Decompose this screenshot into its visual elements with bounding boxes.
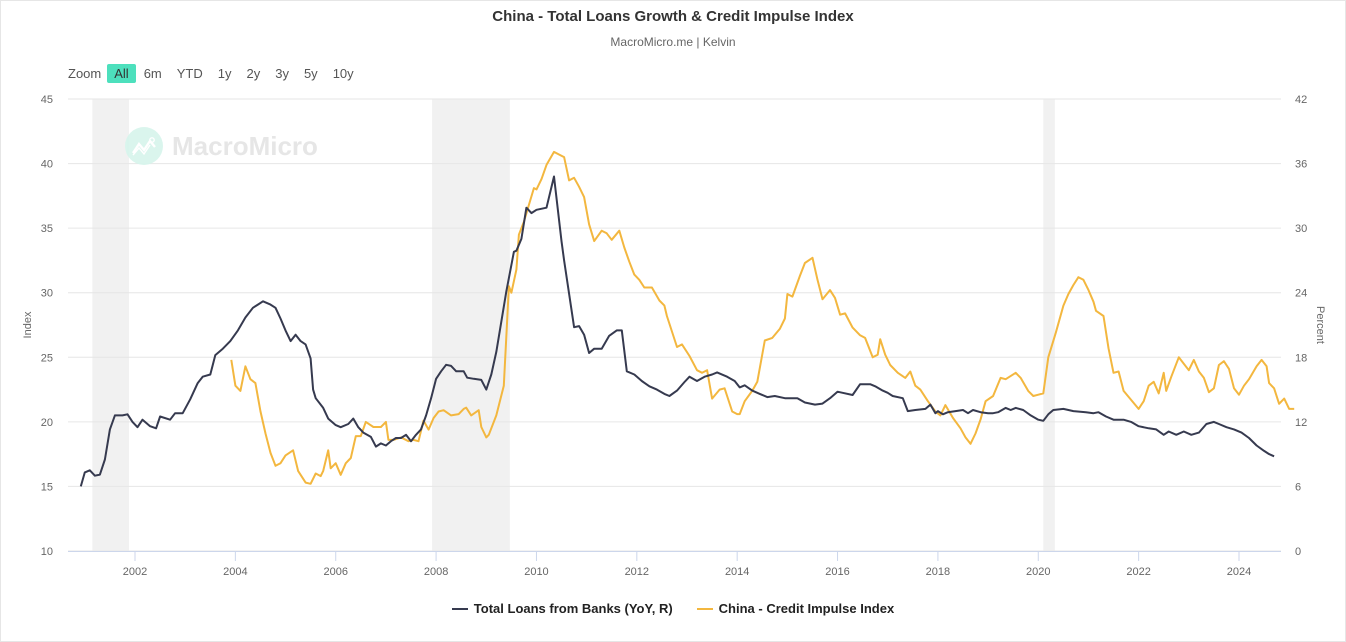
y-left-tick-label: 10 xyxy=(41,546,53,558)
x-tick-label: 2008 xyxy=(424,566,448,578)
legend-swatch-loans xyxy=(451,607,468,610)
legend-label-impulse: China - Credit Impulse Index xyxy=(718,601,895,616)
legend-label-loans: Total Loans from Banks (YoY, R) xyxy=(473,601,673,616)
legend-item-credit-impulse[interactable]: China - Credit Impulse Index xyxy=(696,601,895,616)
shaded-period xyxy=(1043,99,1055,551)
zoom-button-10y[interactable]: 10y xyxy=(332,66,354,81)
zoom-button-1y[interactable]: 1y xyxy=(217,66,232,81)
y-right-tick-label: 24 xyxy=(1295,288,1307,300)
x-tick-label: 2006 xyxy=(323,566,347,578)
chart-title: China - Total Loans Growth & Credit Impu… xyxy=(492,8,854,25)
zoom-button-5y[interactable]: 5y xyxy=(303,66,318,81)
y-left-tick-label: 40 xyxy=(41,159,53,171)
watermark-text: MacroMicro xyxy=(172,130,318,161)
zoom-range-selector: Zoom All 6m YTD 1y 2y 3y 5y 10y xyxy=(68,64,362,83)
x-tick-label: 2022 xyxy=(1126,566,1150,578)
y-right-tick-label: 6 xyxy=(1295,481,1301,493)
chart-subtitle: MacroMicro.me | Kelvin xyxy=(610,35,736,49)
y-left-tick-label: 15 xyxy=(41,481,53,493)
x-tick-label: 2018 xyxy=(926,566,950,578)
series-line-credit-impulse[interactable] xyxy=(230,150,1295,485)
y-axis-left-title: Index xyxy=(22,311,34,338)
x-tick-label: 2004 xyxy=(223,566,247,578)
x-tick-label: 2024 xyxy=(1227,566,1251,578)
y-right-tick-label: 12 xyxy=(1295,417,1307,429)
legend: Total Loans from Banks (YoY, R) China - … xyxy=(1,601,1345,616)
y-left-tick-label: 30 xyxy=(41,288,53,300)
y-right-tick-label: 30 xyxy=(1295,223,1307,235)
macromicro-logo-icon xyxy=(125,127,163,165)
zoom-button-all[interactable]: All xyxy=(107,64,136,83)
zoom-button-6m[interactable]: 6m xyxy=(143,66,162,81)
x-tick-label: 2020 xyxy=(1026,566,1050,578)
macromicro-watermark: MacroMicro xyxy=(125,127,318,165)
y-left-tick-label: 20 xyxy=(41,417,53,429)
zoom-button-3y[interactable]: 3y xyxy=(275,66,289,81)
legend-item-total-loans[interactable]: Total Loans from Banks (YoY, R) xyxy=(451,601,673,616)
y-right-tick-label: 18 xyxy=(1295,352,1307,364)
x-tick-label: 2014 xyxy=(725,566,749,578)
y-left-tick-label: 35 xyxy=(41,223,53,235)
zoom-button-2y[interactable]: 2y xyxy=(246,66,261,81)
y-axis-right-title: Percent xyxy=(1314,306,1326,344)
series-line-total-loans[interactable] xyxy=(79,175,1275,487)
shaded-period xyxy=(92,99,129,551)
x-tick-label: 2016 xyxy=(825,566,849,578)
x-tick-label: 2012 xyxy=(625,566,649,578)
zoom-label: Zoom xyxy=(68,66,102,81)
shaded-period xyxy=(432,99,510,551)
y-right-tick-label: 36 xyxy=(1295,159,1307,171)
x-tick-label: 2010 xyxy=(524,566,548,578)
y-right-tick-label: 0 xyxy=(1295,546,1301,558)
y-left-tick-label: 45 xyxy=(41,94,53,106)
legend-swatch-impulse xyxy=(696,607,713,610)
y-right-tick-label: 42 xyxy=(1295,94,1307,106)
y-left-tick-label: 25 xyxy=(41,352,53,364)
x-tick-label: 2002 xyxy=(123,566,147,578)
zoom-button-ytd[interactable]: YTD xyxy=(176,66,203,81)
